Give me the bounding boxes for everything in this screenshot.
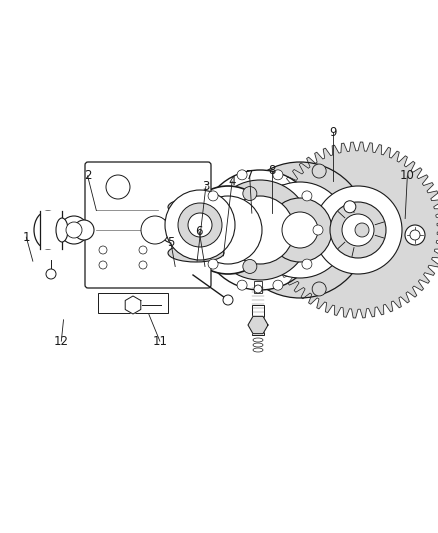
Circle shape <box>178 203 222 247</box>
Ellipse shape <box>253 348 263 352</box>
Bar <box>40 211 62 249</box>
Circle shape <box>208 191 218 201</box>
Circle shape <box>99 261 107 269</box>
Ellipse shape <box>34 211 62 249</box>
Circle shape <box>243 187 257 200</box>
Circle shape <box>151 208 195 252</box>
Text: 1: 1 <box>22 231 30 244</box>
Circle shape <box>188 213 212 237</box>
Circle shape <box>160 217 186 243</box>
Text: 9: 9 <box>329 126 337 139</box>
Circle shape <box>141 216 169 244</box>
Circle shape <box>46 269 56 279</box>
Text: 3: 3 <box>202 180 209 193</box>
Text: 2: 2 <box>84 169 92 182</box>
Circle shape <box>232 162 368 298</box>
Circle shape <box>237 170 247 180</box>
FancyBboxPatch shape <box>85 162 211 288</box>
Polygon shape <box>125 296 141 314</box>
Circle shape <box>237 280 247 290</box>
Circle shape <box>66 222 82 238</box>
Circle shape <box>226 196 294 264</box>
Circle shape <box>344 201 356 213</box>
Ellipse shape <box>168 198 224 216</box>
Bar <box>168 207 224 253</box>
Circle shape <box>302 191 312 201</box>
Circle shape <box>243 260 257 273</box>
Circle shape <box>223 295 233 305</box>
Circle shape <box>194 196 262 264</box>
Polygon shape <box>270 142 438 318</box>
Circle shape <box>74 220 94 240</box>
Circle shape <box>197 225 207 235</box>
Circle shape <box>252 182 348 278</box>
Circle shape <box>342 214 374 246</box>
Text: 7: 7 <box>246 169 254 182</box>
Circle shape <box>410 230 420 240</box>
Bar <box>98 293 168 313</box>
Text: 5: 5 <box>167 236 174 249</box>
Circle shape <box>312 282 326 296</box>
Circle shape <box>282 212 318 248</box>
Text: 4: 4 <box>228 175 236 188</box>
Circle shape <box>184 186 272 274</box>
Circle shape <box>314 186 402 274</box>
Bar <box>254 281 262 293</box>
Text: 10: 10 <box>400 169 415 182</box>
Circle shape <box>200 170 320 290</box>
Circle shape <box>139 261 147 269</box>
Circle shape <box>165 190 235 260</box>
Text: 12: 12 <box>54 335 69 348</box>
Text: 8: 8 <box>268 164 275 177</box>
Bar <box>252 305 264 335</box>
Circle shape <box>210 180 310 280</box>
Circle shape <box>330 202 386 258</box>
Circle shape <box>405 225 425 245</box>
Circle shape <box>139 246 147 254</box>
Circle shape <box>355 223 369 237</box>
Circle shape <box>313 225 323 235</box>
Bar <box>168 207 224 253</box>
Ellipse shape <box>253 343 263 347</box>
Polygon shape <box>248 317 268 334</box>
Circle shape <box>312 164 326 178</box>
Ellipse shape <box>56 218 68 242</box>
Ellipse shape <box>168 244 224 262</box>
Text: 6: 6 <box>195 225 203 238</box>
Text: 11: 11 <box>152 335 167 348</box>
Circle shape <box>60 216 88 244</box>
Circle shape <box>208 259 218 269</box>
Circle shape <box>273 280 283 290</box>
Circle shape <box>273 170 283 180</box>
Circle shape <box>302 259 312 269</box>
Circle shape <box>135 210 175 250</box>
Circle shape <box>106 175 130 199</box>
Circle shape <box>254 285 262 293</box>
Ellipse shape <box>253 338 263 342</box>
Circle shape <box>99 246 107 254</box>
Circle shape <box>268 198 332 262</box>
